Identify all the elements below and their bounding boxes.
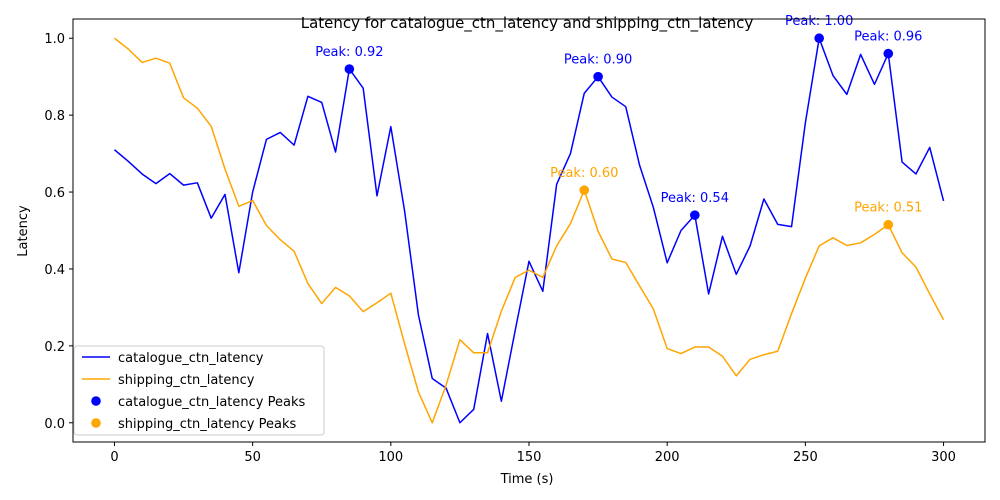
legend-swatch-3 (91, 418, 101, 428)
peak-marker-1 (593, 71, 603, 82)
x-tick-label-6: 300 (931, 450, 956, 465)
x-tick-label-2: 100 (378, 450, 403, 465)
legend-label-3: shipping_ctn_latency Peaks (118, 417, 296, 432)
peak-marker-0 (344, 64, 355, 74)
legend-swatch-2 (91, 396, 101, 406)
x-tick-label-1: 50 (244, 450, 261, 465)
x-tick-label-3: 150 (517, 450, 542, 465)
legend-label-2: catalogue_ctn_latency Peaks (118, 395, 305, 410)
peak-marker-2 (690, 210, 700, 220)
axis-ticks: 0 50 100 150 200 250 300 0.0 0.2 0.4 0.6 0.8 1.0 (44, 32, 956, 465)
chart-title: Latency for catalogue_ctn_latency and sh… (301, 14, 754, 33)
series-line-catalogue_ctn_latency (113, 37, 945, 424)
peak-label-0: Peak: 0.92 (315, 45, 383, 60)
y-tick-label-4: 0.8 (44, 109, 65, 124)
y-tick-label-2: 0.4 (44, 263, 65, 278)
x-tick-label-4: 200 (655, 450, 680, 465)
peak-label-3: Peak: 1.00 (785, 14, 853, 29)
series-line-shipping_ctn_latency (113, 37, 945, 424)
peak-label-6: Peak: 0.51 (854, 201, 922, 216)
legend: catalogue_ctn_latency shipping_ctn_latenc… (73, 345, 325, 436)
peak-label-4: Peak: 0.96 (854, 30, 922, 45)
x-tick-label-5: 250 (793, 450, 818, 465)
plot-area: Peak: 0.92 Peak: 0.90 Peak: 0.54 Peak: 1.00… (113, 14, 945, 424)
legend-label-0: catalogue_ctn_latency (118, 351, 264, 366)
y-tick-label-3: 0.6 (44, 186, 65, 201)
y-tick-label-0: 0.0 (44, 417, 65, 432)
legend-label-1: shipping_ctn_latency (118, 373, 255, 388)
peak-label-1: Peak: 0.90 (564, 53, 632, 68)
x-axis-title: Time (s) (500, 472, 554, 487)
peak-marker-6 (883, 219, 894, 230)
peak-label-5: Peak: 0.60 (550, 166, 618, 181)
y-tick-label-5: 1.0 (44, 32, 65, 47)
y-tick-label-1: 0.2 (44, 340, 65, 355)
y-axis-title: Latency (16, 205, 31, 257)
peak-label-2: Peak: 0.54 (661, 191, 729, 206)
legend-box (73, 345, 325, 436)
x-tick-label-0: 0 (110, 450, 118, 465)
peak-marker-4 (883, 48, 894, 59)
peak-marker-3 (814, 33, 824, 44)
peak-marker-5 (579, 185, 590, 195)
